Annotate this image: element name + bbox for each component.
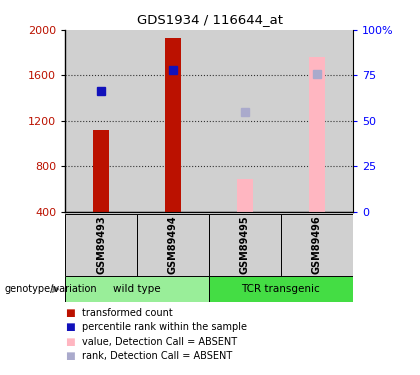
Bar xyxy=(281,214,353,276)
Bar xyxy=(209,30,281,212)
Bar xyxy=(65,214,137,276)
Text: ■: ■ xyxy=(65,308,75,318)
Text: rank, Detection Call = ABSENT: rank, Detection Call = ABSENT xyxy=(82,351,232,361)
Bar xyxy=(281,30,353,212)
Text: wild type: wild type xyxy=(113,284,161,294)
Bar xyxy=(209,214,281,276)
Bar xyxy=(165,38,181,212)
Text: percentile rank within the sample: percentile rank within the sample xyxy=(82,322,247,332)
Text: transformed count: transformed count xyxy=(82,308,173,318)
Bar xyxy=(209,276,353,302)
Bar xyxy=(237,179,253,212)
Bar xyxy=(137,30,209,212)
Text: GSM89493: GSM89493 xyxy=(96,215,106,274)
Text: ■: ■ xyxy=(65,337,75,346)
Bar xyxy=(65,30,137,212)
Text: value, Detection Call = ABSENT: value, Detection Call = ABSENT xyxy=(82,337,237,346)
Bar xyxy=(137,214,209,276)
Text: GDS1934 / 116644_at: GDS1934 / 116644_at xyxy=(137,13,283,26)
Text: genotype/variation: genotype/variation xyxy=(4,285,97,294)
Bar xyxy=(93,130,109,212)
Text: ■: ■ xyxy=(65,322,75,332)
Bar xyxy=(309,57,325,212)
Text: GSM89494: GSM89494 xyxy=(168,215,178,274)
Text: TCR transgenic: TCR transgenic xyxy=(241,284,320,294)
Text: ■: ■ xyxy=(65,351,75,361)
Bar xyxy=(65,276,209,302)
Text: GSM89496: GSM89496 xyxy=(312,215,322,274)
Text: GSM89495: GSM89495 xyxy=(240,215,250,274)
